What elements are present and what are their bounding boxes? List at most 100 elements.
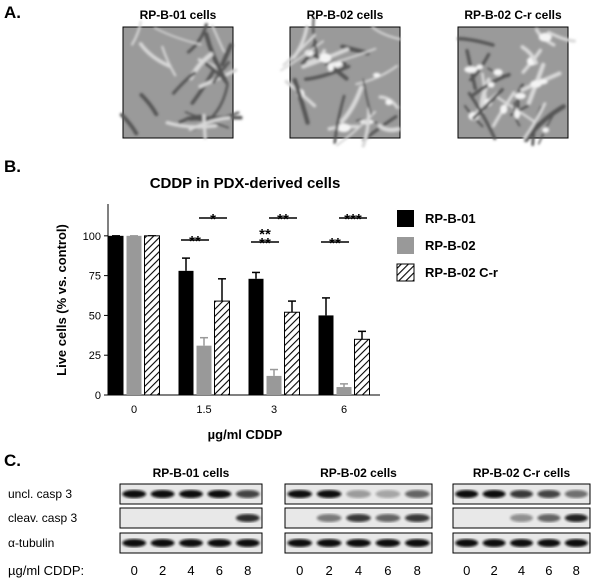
blot-band (404, 539, 430, 547)
significance-label: ** (259, 235, 271, 252)
x-tick-label: 6 (341, 404, 347, 416)
cell-body (373, 72, 381, 78)
cell (202, 60, 229, 85)
cell (304, 64, 351, 81)
dose: 2 (159, 563, 166, 578)
cell (522, 102, 547, 141)
blot-band (316, 490, 342, 498)
cell-body (476, 64, 484, 70)
y-tick-label: 75 (89, 271, 101, 283)
micrograph (457, 26, 576, 147)
blot-band (375, 490, 401, 498)
cell-body (327, 62, 334, 72)
cells (457, 27, 576, 147)
cell-body (530, 80, 542, 88)
blot-band (235, 539, 260, 547)
error-bar (182, 257, 190, 271)
blot-band (375, 514, 401, 522)
blot-band (482, 539, 506, 547)
dose: 0 (463, 563, 470, 578)
cell (153, 27, 202, 46)
cell-body (514, 92, 526, 100)
blot-band (564, 539, 588, 547)
error-bar (340, 383, 348, 388)
bar (318, 315, 334, 395)
cell (523, 104, 566, 143)
blot-band (235, 490, 260, 498)
cell-body (487, 81, 495, 88)
blot-band (537, 539, 561, 547)
significance-label: ** (329, 235, 341, 252)
cell-body (385, 99, 393, 106)
cell (361, 107, 371, 148)
dose: 0 (131, 563, 138, 578)
cell-body (319, 53, 332, 63)
dose: 8 (244, 563, 251, 578)
blot-band (509, 539, 534, 547)
blot-band (564, 490, 588, 498)
panel-letter: C. (4, 451, 21, 470)
error-bar (200, 336, 208, 346)
error-bar (322, 297, 330, 316)
cell (210, 83, 229, 119)
blot-band (537, 514, 561, 522)
blot-band (564, 514, 588, 522)
dose-label: µg/ml CDDP: (8, 563, 84, 578)
bar (354, 338, 370, 396)
y-tick-label: 0 (95, 390, 101, 402)
cell (204, 31, 227, 81)
y-tick-label: 25 (89, 350, 101, 362)
dose: 0 (296, 563, 303, 578)
blot-band (346, 490, 371, 498)
x-tick-label: 3 (271, 404, 277, 416)
cell (377, 123, 401, 133)
micrograph (119, 20, 243, 140)
significance-label: * (210, 211, 216, 228)
cell (371, 26, 402, 41)
panel-letter: B. (4, 157, 21, 176)
legend-label: RP-B-02 C-r (425, 265, 498, 280)
row-label: cleav. casp 3 (8, 511, 77, 525)
blot-band (404, 490, 430, 498)
blot-band (235, 514, 260, 522)
cell-body (464, 66, 478, 73)
bar (336, 387, 352, 395)
cell (186, 23, 208, 54)
cell (336, 110, 377, 147)
bar (108, 235, 124, 395)
row-label: α-tubulin (8, 536, 54, 550)
cell (331, 47, 377, 64)
blot-band (207, 490, 232, 498)
cell-body (500, 104, 508, 114)
dose: 4 (518, 563, 525, 578)
cell (188, 116, 231, 131)
cell (520, 45, 539, 65)
cell (138, 42, 172, 68)
dose: 4 (355, 563, 362, 578)
significance-label: ** (259, 226, 271, 243)
bar (214, 300, 230, 396)
cell (161, 45, 177, 77)
cell (202, 113, 207, 140)
micrograph (280, 16, 402, 148)
cell (362, 78, 372, 116)
error-bar (288, 300, 296, 313)
cell (333, 94, 346, 144)
blot-band (287, 490, 313, 498)
x-tick-label: 1.5 (196, 404, 211, 416)
blot-band (122, 490, 147, 498)
legend-swatch (397, 237, 414, 254)
cells (119, 20, 243, 140)
cell (220, 42, 234, 67)
image-label: RP-B-01 cells (140, 8, 217, 22)
error-bar (270, 368, 278, 376)
bar (144, 235, 160, 396)
y-tick-label: 50 (89, 310, 101, 322)
blot-band (375, 539, 401, 547)
cell-body (336, 123, 351, 133)
cell-body (304, 49, 314, 57)
cell (178, 114, 204, 124)
significance-label: ** (277, 211, 289, 228)
cell (119, 112, 139, 136)
x-axis-label: µg/ml CDDP (208, 427, 283, 442)
